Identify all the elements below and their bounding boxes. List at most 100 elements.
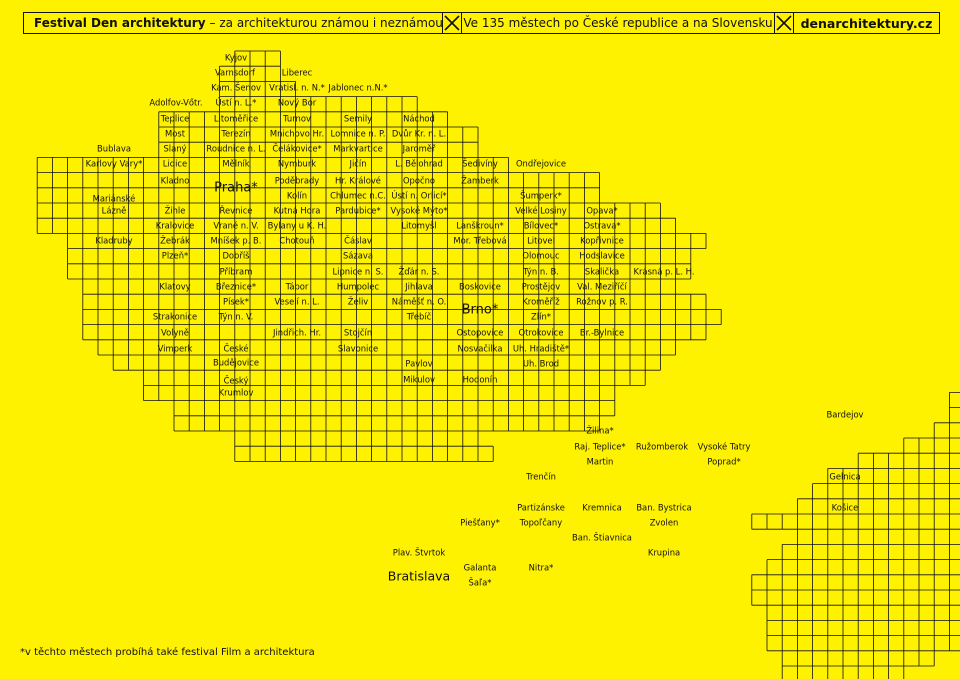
cz-city-label: Volyně <box>161 328 189 338</box>
cz-city-label: Mikulov <box>403 375 435 385</box>
cz-city-label: Ústí n. L.* <box>216 97 257 108</box>
cz-city-label: Budějovice <box>213 358 259 368</box>
cz-city-label: Jičín <box>348 159 366 169</box>
cz-city-label: Řevnice <box>220 206 253 216</box>
cz-city-label: Mariánské <box>93 194 136 204</box>
sk-city-label: Raj. Teplice* <box>574 442 625 452</box>
cz-city-label: Plzeň* <box>162 251 188 261</box>
cz-city-label: Ondřejovice <box>516 159 566 169</box>
cz-city-label: Sázava <box>343 251 373 261</box>
cz-city-label: Mníšek p. B. <box>211 236 262 246</box>
sk-city-label: Gelnica <box>829 472 860 482</box>
cz-city-label: Karlovy Vary* <box>86 159 143 169</box>
cz-city-label: Hr. Králové <box>335 176 381 186</box>
cz-city-label: Mělník <box>222 159 249 169</box>
cz-city-label: Mnichovo Hr. <box>270 129 324 139</box>
cz-city-label: Tábor <box>285 282 309 292</box>
cz-city-label: Jihlava <box>404 282 433 292</box>
sk-city-label: Šaľa* <box>469 577 492 588</box>
sk-city-label: Zvolen <box>650 518 679 528</box>
cz-city-label: Humpolec <box>337 282 380 292</box>
sk-city-label: Galanta <box>464 563 497 573</box>
cz-city-label: Zlín* <box>531 312 551 322</box>
cz-city-label: Nový Bor <box>278 98 317 108</box>
sk-city-label: Bardejov <box>826 410 863 420</box>
cz-city-label: Hodonín <box>463 375 498 385</box>
website-link[interactable]: denarchitektury.cz <box>800 15 933 31</box>
cz-city-label: Roudnice n. L. <box>206 144 265 154</box>
cz-city-label: Varnsdorf <box>215 68 256 78</box>
cz-city-label: Jindřich. Hr. <box>272 328 321 338</box>
cz-city-label: Semily <box>344 114 372 124</box>
cz-city-label: Hodslavice <box>579 251 625 261</box>
cz-city-label: Nymburk <box>278 159 316 169</box>
cz-city-label: Kutná Hora <box>274 206 321 216</box>
cz-city-label: Stojčín <box>344 328 372 338</box>
sk-city-label: Krupina <box>648 548 680 558</box>
cz-city-label: Náchod <box>403 114 435 124</box>
sk-city-label: Žilina* <box>586 425 613 436</box>
cz-city-label: Lomnice n. P. <box>331 129 386 139</box>
cz-city-label: Třebíč <box>406 312 432 322</box>
cz-city-label: Vimperk <box>158 344 193 354</box>
footnote: *v těchto městech probíhá také festival … <box>20 647 315 658</box>
cz-city-label: Pavlov <box>405 359 432 369</box>
cz-city-label: Bílovec* <box>524 221 558 231</box>
festival-title: Festival Den architektury – za architekt… <box>24 13 443 33</box>
cz-city-label: Pardubice* <box>335 206 380 216</box>
map-labels: Kyjov Varnsdorf Liberec Kam. Šenov Vratisl. … <box>86 53 864 588</box>
cz-city-label: České <box>223 343 248 354</box>
cz-city-label: Chotouň <box>279 236 314 246</box>
cz-city-label: Krásná p. L. H. <box>634 267 695 277</box>
cz-city-label: Písek* <box>223 297 249 307</box>
cz-city-label: Dobříš <box>222 251 249 261</box>
cz-city-label: Otrokovice <box>519 328 564 338</box>
cz-city-label: Kopřivnice <box>580 236 624 246</box>
cz-city-label: Čelákovice* <box>272 143 321 154</box>
cz-city-label: Brno* <box>462 303 499 318</box>
cz-city-label: Nosvačilka <box>458 344 503 354</box>
cz-city-label: Šumperk* <box>520 190 562 201</box>
sk-city-label: Kremnica <box>582 503 621 513</box>
cz-city-label: Teplice <box>160 114 190 124</box>
cz-city-label: Lidice <box>163 159 187 169</box>
cz-city-label: Lázně <box>102 206 127 216</box>
cz-city-label: Jaroměř <box>402 144 436 154</box>
cz-city-label: Most <box>165 129 186 139</box>
cz-city-label: Litovel <box>527 236 555 246</box>
x-box-icon <box>442 13 462 33</box>
cz-city-label: Rožnov p. R. <box>576 297 628 307</box>
x-box-icon <box>774 13 794 33</box>
sk-city-label: Poprad* <box>707 457 740 467</box>
cz-city-label: Val. Meziříčí <box>577 282 627 292</box>
sk-city-label: Ban. Bystrica <box>636 503 691 513</box>
cz-city-label: Slaný <box>163 144 186 154</box>
cz-city-label: Litomyšl <box>401 221 436 231</box>
cz-city-label: Březnice* <box>216 282 256 292</box>
cz-city-label: Želiv <box>348 296 369 307</box>
sk-city-label: Topoľčany <box>519 518 562 528</box>
sk-city-label: Vysoké Tatry <box>698 442 751 452</box>
cz-city-label: Poděbrady <box>275 176 320 186</box>
cz-city-label: Kolín <box>287 191 307 201</box>
cz-city-label: Bylany u K. H. <box>268 221 327 231</box>
cz-city-label: Týn n. B. <box>522 267 559 277</box>
cz-city-label: Veselí n. L. <box>274 297 319 307</box>
cz-city-label: Opava* <box>586 206 617 216</box>
sk-city-label: Piešťany* <box>460 518 500 528</box>
cz-city-label: Kyjov <box>225 53 247 63</box>
cz-city-label: Vratisl. n. N.* <box>269 83 325 93</box>
cz-city-label: Žebrák <box>160 235 190 246</box>
cz-city-label: Opočno <box>403 176 435 186</box>
cz-city-label: Liberec <box>282 68 313 78</box>
header-bar: Festival Den architektury – za architekt… <box>23 12 940 34</box>
cz-city-label: Příbram <box>220 267 253 277</box>
cz-city-label: Kroměříž <box>522 297 560 307</box>
cz-city-label: Olomouc <box>522 251 560 261</box>
sk-city-label: Trenčín <box>525 472 556 482</box>
cz-city-label: Náměšť n. O. <box>392 297 447 307</box>
cz-city-label: Skalička <box>585 267 619 277</box>
cz-city-label: Slavonice <box>338 344 378 354</box>
cz-city-label: Chlumec n.C. <box>330 191 386 201</box>
